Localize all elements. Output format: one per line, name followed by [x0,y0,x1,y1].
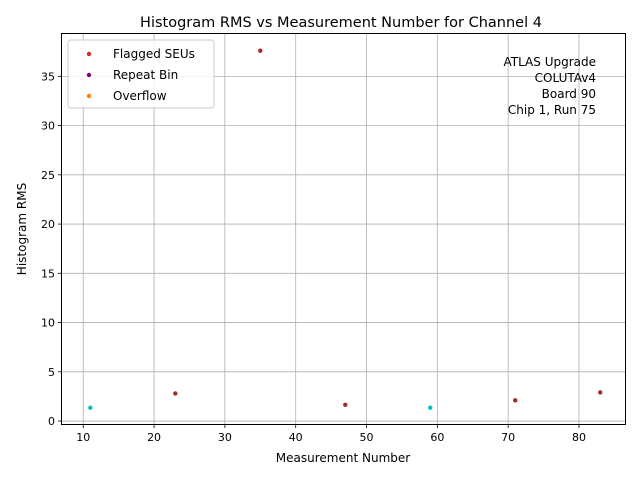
data-point [343,402,348,407]
y-tick-label: 20 [41,218,55,231]
plot-area-frame [61,33,626,425]
y-tick-label: 35 [41,70,55,83]
annotation-line: Board 90 [542,87,596,101]
x-tick-label: 60 [430,431,444,444]
data-points [88,48,603,410]
legend-box [67,39,215,109]
data-point [428,405,433,410]
annotation-line: Chip 1, Run 75 [508,103,596,117]
run-annotation: ATLAS Upgrade COLUTAv4 Board 90 Chip 1, Run… [503,55,596,117]
data-point [513,398,518,403]
x-tick-label: 30 [218,431,232,444]
x-tick-label: 10 [76,431,90,444]
legend-marker [86,72,92,78]
y-tick-label: 15 [41,267,55,280]
data-point [598,390,603,395]
legend: Flagged SEUs Repeat Bin Overflow [67,39,215,109]
y-tick-label: 10 [41,317,55,330]
x-axis-ticks: 10 20 30 40 50 60 70 80 [76,424,586,444]
y-tick-label: 30 [41,120,55,133]
annotation-line: ATLAS Upgrade [503,55,596,69]
x-tick-label: 40 [289,431,303,444]
data-point [173,391,178,396]
x-tick-label: 50 [360,431,374,444]
x-tick-label: 20 [147,431,161,444]
legend-label: Repeat Bin [113,68,178,82]
y-tick-label: 25 [41,169,55,182]
y-tick-label: 0 [48,415,55,428]
legend-label: Overflow [113,89,167,103]
data-point [258,48,263,53]
y-tick-label: 5 [48,366,55,379]
y-axis-ticks: 0 5 10 15 20 25 30 35 [41,70,62,428]
x-tick-label: 80 [572,431,586,444]
legend-marker [86,51,92,57]
x-axis-label: Measurement Number [276,451,410,465]
grid-lines [62,34,625,424]
annotation-line: COLUTAv4 [535,71,596,85]
y-axis-label: Histogram RMS [15,183,29,275]
x-tick-label: 70 [501,431,515,444]
legend-marker [86,93,92,99]
data-point [88,405,93,410]
chart-title: Histogram RMS vs Measurement Number for … [140,15,542,31]
legend-label: Flagged SEUs [113,47,195,61]
